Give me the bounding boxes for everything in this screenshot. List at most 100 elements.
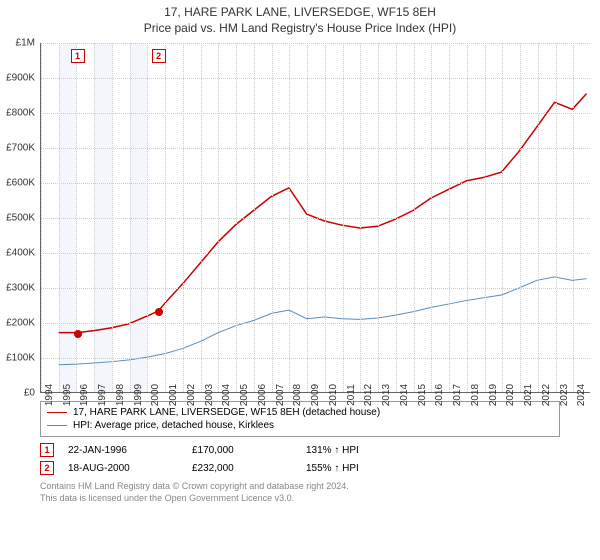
x-axis-label: 2022 [541, 384, 552, 406]
x-axis-label: 2018 [470, 384, 481, 406]
gridline-v [236, 43, 237, 392]
legend-swatch-hpi [47, 425, 67, 426]
x-axis-label: 1997 [97, 384, 108, 406]
x-axis-label: 1996 [79, 384, 90, 406]
x-axis-label: 2014 [399, 384, 410, 406]
price-chart: £0£100K£200K£300K£400K£500K£600K£700K£80… [40, 43, 590, 393]
sale-price: £170,000 [192, 445, 292, 456]
gridline-v [165, 43, 166, 392]
sale-date: 22-JAN-1996 [68, 445, 178, 456]
gridline-h [41, 323, 590, 324]
x-axis-label: 2007 [275, 384, 286, 406]
x-axis-label: 1999 [133, 384, 144, 406]
x-axis-label: 2016 [434, 384, 445, 406]
sale-date: 18-AUG-2000 [68, 463, 178, 474]
y-axis-label: £600K [0, 178, 35, 189]
x-axis-label: 2012 [363, 384, 374, 406]
gridline-h [41, 218, 590, 219]
sale-marker-2: 2 [40, 461, 54, 475]
gridline-v [556, 43, 557, 392]
legend-row-hpi: HPI: Average price, detached house, Kirk… [47, 419, 553, 432]
x-axis-label: 1998 [115, 384, 126, 406]
x-axis-label: 2004 [221, 384, 232, 406]
sale-marker-box: 1 [71, 49, 85, 63]
x-axis-label: 2009 [310, 384, 321, 406]
y-axis-label: £500K [0, 213, 35, 224]
x-axis-label: 2020 [505, 384, 516, 406]
x-axis-label: 1994 [44, 384, 55, 406]
gridline-v [431, 43, 432, 392]
gridline-v [414, 43, 415, 392]
gridline-v [325, 43, 326, 392]
y-axis-label: £700K [0, 143, 35, 154]
sale-marker-box: 2 [152, 49, 166, 63]
gridline-v [360, 43, 361, 392]
x-axis-label: 2013 [381, 384, 392, 406]
x-axis-label: 2001 [168, 384, 179, 406]
x-axis-label: 2008 [292, 384, 303, 406]
x-axis-label: 2003 [204, 384, 215, 406]
footer-line-2: This data is licensed under the Open Gov… [40, 493, 560, 505]
x-axis-label: 2006 [257, 384, 268, 406]
sale-price: £232,000 [192, 463, 292, 474]
y-axis-label: £100K [0, 353, 35, 364]
x-axis-label: 2023 [559, 384, 570, 406]
x-axis-label: 1995 [62, 384, 73, 406]
gridline-h [41, 183, 590, 184]
gridline-v [94, 43, 95, 392]
gridline-v [467, 43, 468, 392]
gridline-v [59, 43, 60, 392]
y-axis-label: £900K [0, 73, 35, 84]
x-axis-label: 2011 [346, 384, 357, 406]
gridline-v [289, 43, 290, 392]
gridline-v [449, 43, 450, 392]
sales-row: 1 22-JAN-1996 £170,000 131% ↑ HPI [40, 441, 560, 459]
footer-line-1: Contains HM Land Registry data © Crown c… [40, 481, 560, 493]
legend-label-hpi: HPI: Average price, detached house, Kirk… [73, 420, 274, 431]
gridline-v [396, 43, 397, 392]
y-axis-label: £300K [0, 283, 35, 294]
gridline-v [485, 43, 486, 392]
gridline-h [41, 43, 590, 44]
gridline-h [41, 148, 590, 149]
gridline-v [307, 43, 308, 392]
footer-attribution: Contains HM Land Registry data © Crown c… [40, 481, 560, 504]
gridline-v [76, 43, 77, 392]
gridline-h [41, 288, 590, 289]
chart-header: 17, HARE PARK LANE, LIVERSEDGE, WF15 8EH… [0, 0, 600, 35]
x-axis-label: 2021 [523, 384, 534, 406]
gridline-v [254, 43, 255, 392]
sale-marker-dot [74, 330, 82, 338]
gridline-v [520, 43, 521, 392]
x-axis-label: 2010 [328, 384, 339, 406]
x-axis-label: 2019 [488, 384, 499, 406]
sales-row: 2 18-AUG-2000 £232,000 155% ↑ HPI [40, 459, 560, 477]
gridline-v [147, 43, 148, 392]
sale-hpi: 131% ↑ HPI [306, 445, 406, 456]
y-axis-label: £400K [0, 248, 35, 259]
x-axis-label: 2005 [239, 384, 250, 406]
gridline-v [201, 43, 202, 392]
gridline-v [343, 43, 344, 392]
gridline-v [112, 43, 113, 392]
y-axis-label: £1M [0, 38, 35, 49]
gridline-v [502, 43, 503, 392]
chart-title: 17, HARE PARK LANE, LIVERSEDGE, WF15 8EH [0, 5, 600, 19]
x-axis-label: 2002 [186, 384, 197, 406]
sale-hpi: 155% ↑ HPI [306, 463, 406, 474]
gridline-v [130, 43, 131, 392]
gridline-v [538, 43, 539, 392]
gridline-v [573, 43, 574, 392]
gridline-v [218, 43, 219, 392]
legend-swatch-property [47, 412, 67, 413]
series-line-property [59, 94, 587, 333]
legend-box: 17, HARE PARK LANE, LIVERSEDGE, WF15 8EH… [40, 401, 560, 437]
gridline-h [41, 358, 590, 359]
gridline-v [378, 43, 379, 392]
y-axis-label: £200K [0, 318, 35, 329]
gridline-h [41, 113, 590, 114]
x-axis-label: 2024 [576, 384, 587, 406]
legend-row-property: 17, HARE PARK LANE, LIVERSEDGE, WF15 8EH… [47, 406, 553, 419]
legend-label-property: 17, HARE PARK LANE, LIVERSEDGE, WF15 8EH… [73, 407, 380, 418]
y-axis-label: £0 [0, 388, 35, 399]
